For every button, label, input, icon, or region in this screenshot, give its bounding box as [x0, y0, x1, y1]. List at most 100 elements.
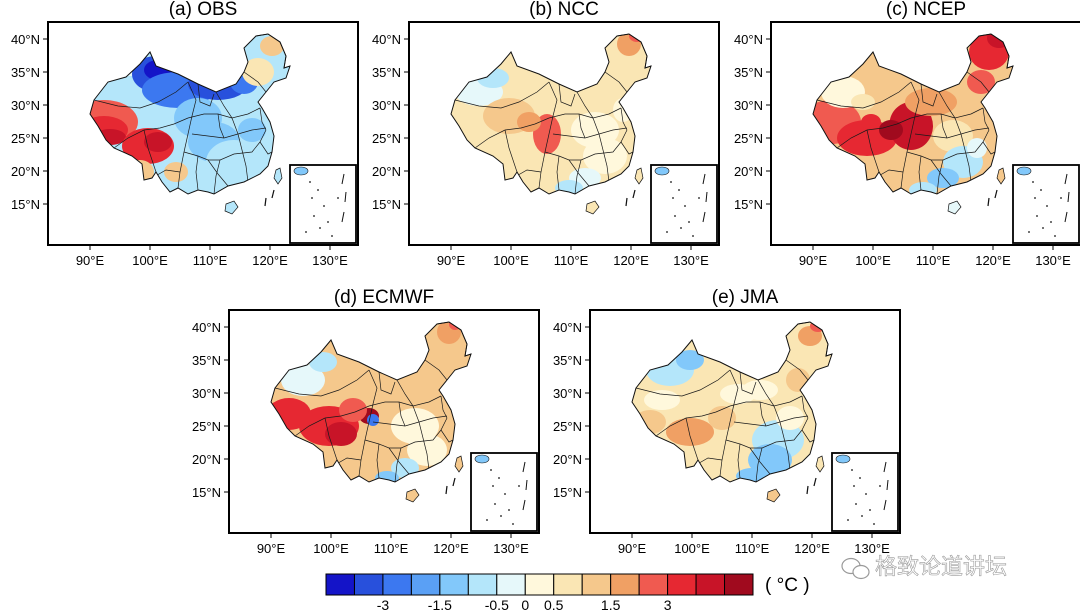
province-line: [93, 81, 189, 109]
lat-label: 15°N: [11, 197, 40, 212]
province-line: [504, 129, 518, 173]
lat-label: 35°N: [372, 65, 401, 80]
colorbar-swatch: [325, 573, 355, 596]
lat-label: 15°N: [372, 197, 401, 212]
lat-label: 40°N: [192, 320, 221, 335]
lat-label: 40°N: [372, 32, 401, 47]
inset-island: [1032, 181, 1034, 183]
province-line: [378, 371, 396, 395]
inset-island: [309, 181, 311, 183]
province-line: [982, 107, 990, 131]
inset-coast: [654, 166, 670, 176]
province-line: [454, 81, 550, 109]
lat-label: 40°N: [11, 32, 40, 47]
inset-coast: [293, 166, 309, 176]
province-line: [552, 127, 628, 139]
province-line: [259, 107, 267, 131]
province-line: [801, 429, 815, 443]
lat-label: 35°N: [11, 65, 40, 80]
taiwan-island: [815, 455, 825, 473]
province-line: [217, 113, 225, 139]
field-region: [206, 186, 226, 194]
inset-dash: [525, 479, 528, 491]
province-line: [966, 71, 990, 93]
boundary-dash: [994, 189, 998, 199]
colorbar-label: 1.5: [601, 597, 621, 612]
inset-island: [1034, 197, 1036, 199]
hainan-island: [405, 488, 420, 503]
province-line: [440, 395, 448, 419]
province-line: [556, 155, 560, 191]
field-region: [644, 390, 680, 410]
inset-island: [504, 493, 506, 495]
province-line: [757, 379, 803, 407]
province-line: [368, 401, 414, 407]
field-region: [776, 406, 804, 430]
field-region: [281, 364, 325, 396]
inset-island: [1054, 235, 1056, 237]
inset-dash: [883, 461, 887, 473]
taiwan-island: [454, 455, 464, 473]
lat-label: 40°N: [553, 320, 582, 335]
province-line: [938, 91, 984, 119]
inset-island: [317, 189, 319, 191]
lat-label: 30°N: [553, 386, 582, 401]
panels-layer: (a) OBS 40°N 35°N 30°N 25°N 20°N 15°N 90°E 100°E…: [11, 0, 1080, 556]
lon-label: 130°E: [493, 541, 529, 556]
field-region: [967, 138, 987, 158]
province-line: [231, 117, 249, 183]
watermark: 格致论道讲坛: [841, 555, 1007, 580]
lat-label: 15°N: [734, 197, 763, 212]
province-line: [801, 395, 809, 419]
china-outline: [631, 321, 833, 483]
province-boundaries: [816, 71, 996, 194]
province-line: [785, 359, 809, 381]
lat-label: 30°N: [11, 98, 40, 113]
colorbar-label: -0.5: [485, 597, 509, 612]
inset-island: [688, 221, 690, 223]
inset-island: [698, 197, 700, 199]
inset-coast: [835, 454, 851, 464]
colorbar-swatch: [467, 573, 498, 596]
inset-dash: [1064, 211, 1068, 223]
panel-title: (c) NCEP: [886, 0, 966, 20]
province-line: [424, 359, 448, 381]
province-line: [930, 159, 952, 187]
inset-island: [518, 485, 520, 487]
panel-title: (a) OBS: [169, 0, 238, 20]
colorbar-swatch: [724, 573, 754, 596]
province-line: [324, 417, 338, 461]
lon-label: 110°E: [554, 253, 589, 268]
boundary-dash: [445, 485, 448, 495]
inset-island: [869, 509, 871, 511]
lat-label: 15°N: [553, 485, 582, 500]
inset-island: [305, 231, 307, 233]
inset-dash: [1064, 173, 1068, 185]
province-line: [412, 405, 430, 471]
field-region: [861, 114, 881, 130]
colorbar-swatch: [638, 573, 669, 596]
hainan-island: [224, 200, 239, 215]
inset-island: [490, 469, 492, 471]
inset-frame: [289, 164, 357, 244]
china-outline: [89, 33, 291, 195]
province-line: [635, 369, 731, 397]
province-line: [737, 443, 741, 479]
map-frame: [228, 309, 540, 534]
lat-label: 25°N: [372, 131, 401, 146]
inset-island: [486, 519, 488, 521]
lat-label: 25°N: [11, 131, 40, 146]
inset-dash: [886, 479, 889, 491]
lon-label: 90°E: [257, 541, 286, 556]
province-boundaries: [93, 71, 273, 194]
inset-dash: [341, 211, 345, 223]
inset-island: [873, 523, 875, 525]
boundary-dash: [806, 485, 809, 495]
lat-label: 20°N: [734, 164, 763, 179]
border-line: [436, 321, 472, 357]
province-line: [544, 151, 581, 161]
province-line: [982, 141, 996, 155]
lon-label: 110°E: [193, 253, 228, 268]
lat-label: 40°N: [734, 32, 763, 47]
inset-dash: [522, 461, 526, 473]
